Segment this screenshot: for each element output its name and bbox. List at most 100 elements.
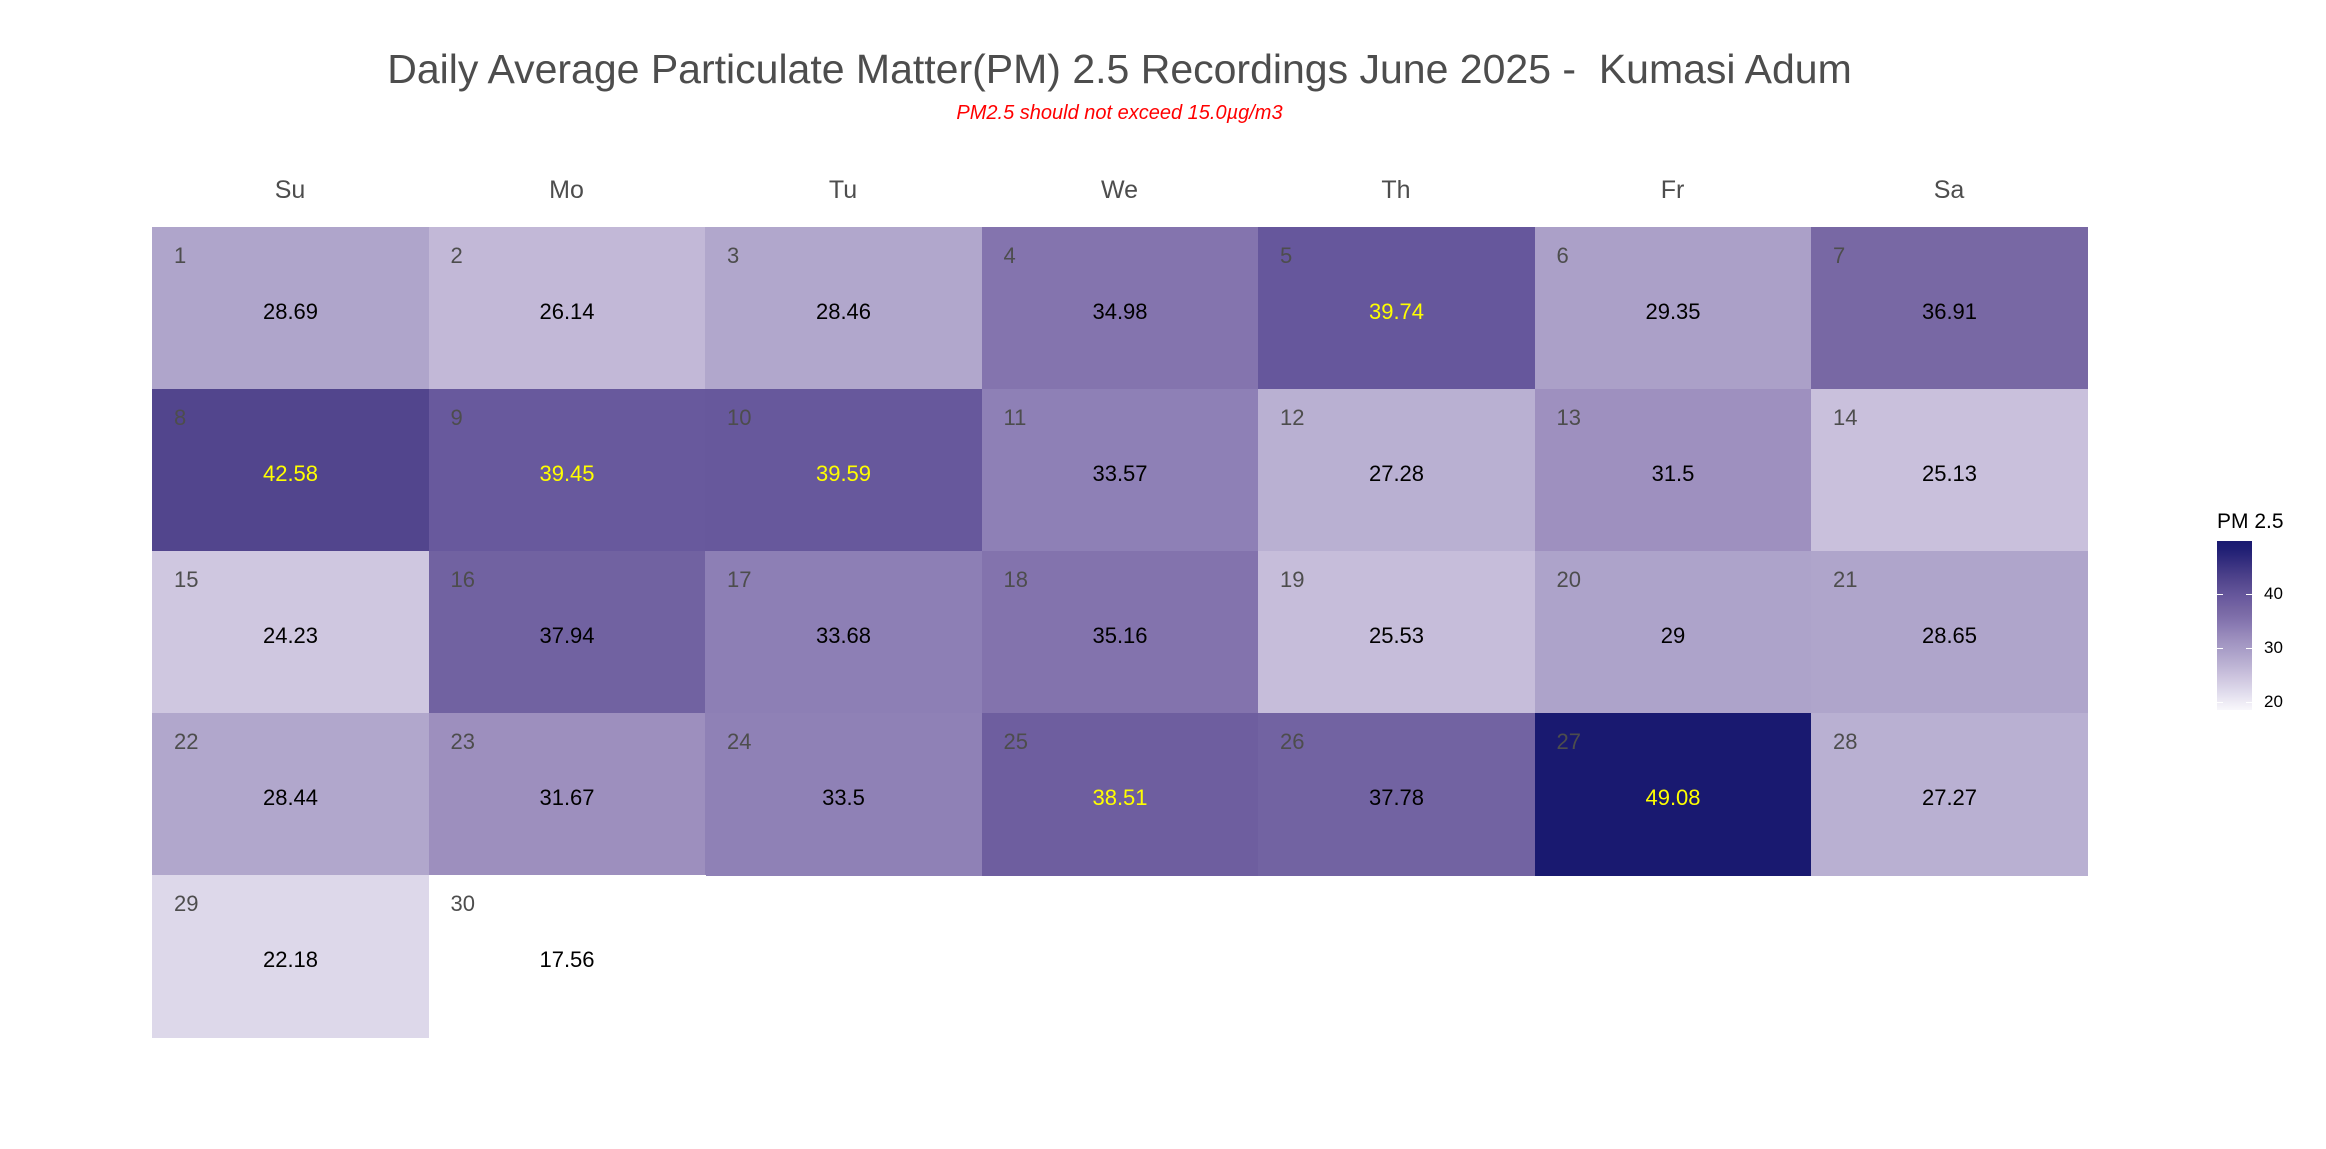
- calendar-cell: 15 24.23: [152, 551, 429, 714]
- calendar-cell: 16 37.94: [428, 551, 706, 714]
- day-number: 19: [1280, 567, 1305, 592]
- calendar-cell: 1 28.69: [152, 227, 429, 390]
- day-number: 6: [1556, 243, 1569, 268]
- day-number: 5: [1280, 243, 1293, 268]
- pm25-value-label: 26.14: [539, 299, 595, 324]
- day-number: 4: [1003, 243, 1016, 268]
- calendar-cell: 5 39.74: [1258, 227, 1535, 390]
- pm25-value-label: 24.23: [262, 623, 319, 648]
- calendar-cell: 9 39.45: [428, 389, 706, 552]
- legend-tick-mark: [2217, 648, 2223, 649]
- pm25-value-label: 49.08: [1645, 785, 1701, 810]
- calendar-cell: 27 49.08: [1534, 713, 1812, 876]
- pm25-value-label: 27.27: [1921, 785, 1978, 810]
- calendar-cell: 11 33.57: [981, 389, 1259, 552]
- weekday-label: Tu: [828, 176, 858, 204]
- calendar-cell: 20 29: [1534, 551, 1812, 714]
- weekday-label: Mo: [549, 176, 584, 204]
- legend-tick-label: 40: [2264, 583, 2283, 603]
- legend-tick-label: 30: [2264, 637, 2283, 657]
- pm25-value-label: 28.44: [262, 785, 319, 810]
- weekday-label: Th: [1381, 176, 1411, 204]
- calendar-cell: 3 28.46: [705, 227, 982, 390]
- calendar-cell: 10 39.59: [705, 389, 982, 552]
- calendar-cell: 8 42.58: [152, 389, 429, 552]
- weekday-label: Su: [274, 176, 306, 204]
- legend-tick-label: 20: [2264, 691, 2283, 711]
- day-number: 9: [450, 405, 463, 430]
- legend-title: PM 2.5: [2217, 510, 2284, 533]
- day-number: 27: [1556, 729, 1581, 754]
- calendar-cell: 7 36.91: [1811, 227, 2088, 390]
- pm25-value-label: 37.78: [1368, 785, 1425, 810]
- pm25-value-label: 31.5: [1651, 461, 1695, 486]
- day-number: 17: [727, 567, 752, 592]
- day-number: 7: [1833, 243, 1846, 268]
- day-number: 18: [1003, 567, 1028, 592]
- calendar-cell: 28 27.27: [1811, 713, 2088, 876]
- calendar-cell: 21 28.65: [1811, 551, 2088, 714]
- pm25-value-label: 25.53: [1368, 623, 1425, 648]
- calendar-cell: 25 38.51: [981, 713, 1259, 876]
- day-number: 12: [1280, 405, 1305, 430]
- calendar-cell: 22 28.44: [152, 713, 429, 876]
- legend-tick-mark: [2217, 702, 2223, 703]
- calendar-cell: 17 33.68: [705, 551, 982, 714]
- day-number: 1: [174, 243, 187, 268]
- calendar-cell: 4 34.98: [981, 227, 1259, 390]
- calendar-cell: 2 26.14: [428, 227, 706, 390]
- calendar-cell: 14 25.13: [1811, 389, 2088, 552]
- day-number: 14: [1833, 405, 1858, 430]
- pm25-value-label: 22.18: [262, 947, 319, 972]
- day-number: 2: [450, 243, 463, 268]
- pm25-value-label: 39.74: [1368, 299, 1425, 324]
- calendar-cell: 13 31.5: [1534, 389, 1812, 552]
- calendar-cell: 18 35.16: [981, 551, 1259, 714]
- calendar-cell: 6 29.35: [1534, 227, 1812, 390]
- day-number: 21: [1833, 567, 1858, 592]
- calendar-cell: 23 31.67: [428, 713, 706, 876]
- pm25-value-label: 34.98: [1092, 299, 1148, 324]
- day-number: 22: [174, 729, 199, 754]
- pm25-value-label: 28.46: [815, 299, 872, 324]
- day-number: 15: [174, 567, 199, 592]
- day-number: 16: [450, 567, 475, 592]
- pm25-value-label: 39.45: [539, 461, 595, 486]
- calendar-cell: 12 27.28: [1258, 389, 1535, 552]
- pm25-value-label: 33.68: [815, 623, 872, 648]
- day-number: 23: [450, 729, 475, 754]
- pm25-value-label: 38.51: [1092, 785, 1148, 810]
- day-number: 24: [727, 729, 752, 754]
- weekday-label: Sa: [1933, 176, 1965, 204]
- day-number: 3: [727, 243, 740, 268]
- day-number: 20: [1556, 567, 1581, 592]
- pm25-value-label: 36.91: [1921, 299, 1978, 324]
- pm25-value-label: 28.69: [262, 299, 319, 324]
- chart-subtitle: PM2.5 should not exceed 15.0µg/m3: [956, 102, 1283, 124]
- calendar-cell: 19 25.53: [1258, 551, 1535, 714]
- pm25-value-label: 29.35: [1645, 299, 1701, 324]
- legend-tick-mark: [2246, 648, 2252, 649]
- pm25-value-label: 31.67: [539, 785, 595, 810]
- legend-tick-mark: [2217, 594, 2223, 595]
- legend-tick-mark: [2246, 702, 2252, 703]
- day-number: 26: [1280, 729, 1305, 754]
- day-number: 30: [450, 891, 475, 916]
- pm25-value-label: 33.57: [1092, 461, 1148, 486]
- day-number: 10: [727, 405, 752, 430]
- calendar-cell: 29 22.18: [152, 875, 429, 1038]
- weekday-label: Fr: [1660, 176, 1685, 204]
- pm25-value-label: 42.58: [262, 461, 319, 486]
- chart-title: Daily Average Particulate Matter(PM) 2.5…: [387, 46, 1852, 92]
- legend-colorbar: [2217, 541, 2252, 710]
- day-number: 28: [1833, 729, 1858, 754]
- legend-tick-mark: [2246, 594, 2252, 595]
- pm25-value-label: 39.59: [815, 461, 872, 486]
- pm25-value-label: 29: [1660, 623, 1686, 648]
- weekday-label: We: [1100, 176, 1139, 204]
- pm25-value-label: 25.13: [1921, 461, 1978, 486]
- pm25-value-label: 37.94: [539, 623, 595, 648]
- pm25-value-label: 28.65: [1921, 623, 1978, 648]
- day-number: 11: [1003, 405, 1027, 430]
- day-number: 8: [174, 405, 187, 430]
